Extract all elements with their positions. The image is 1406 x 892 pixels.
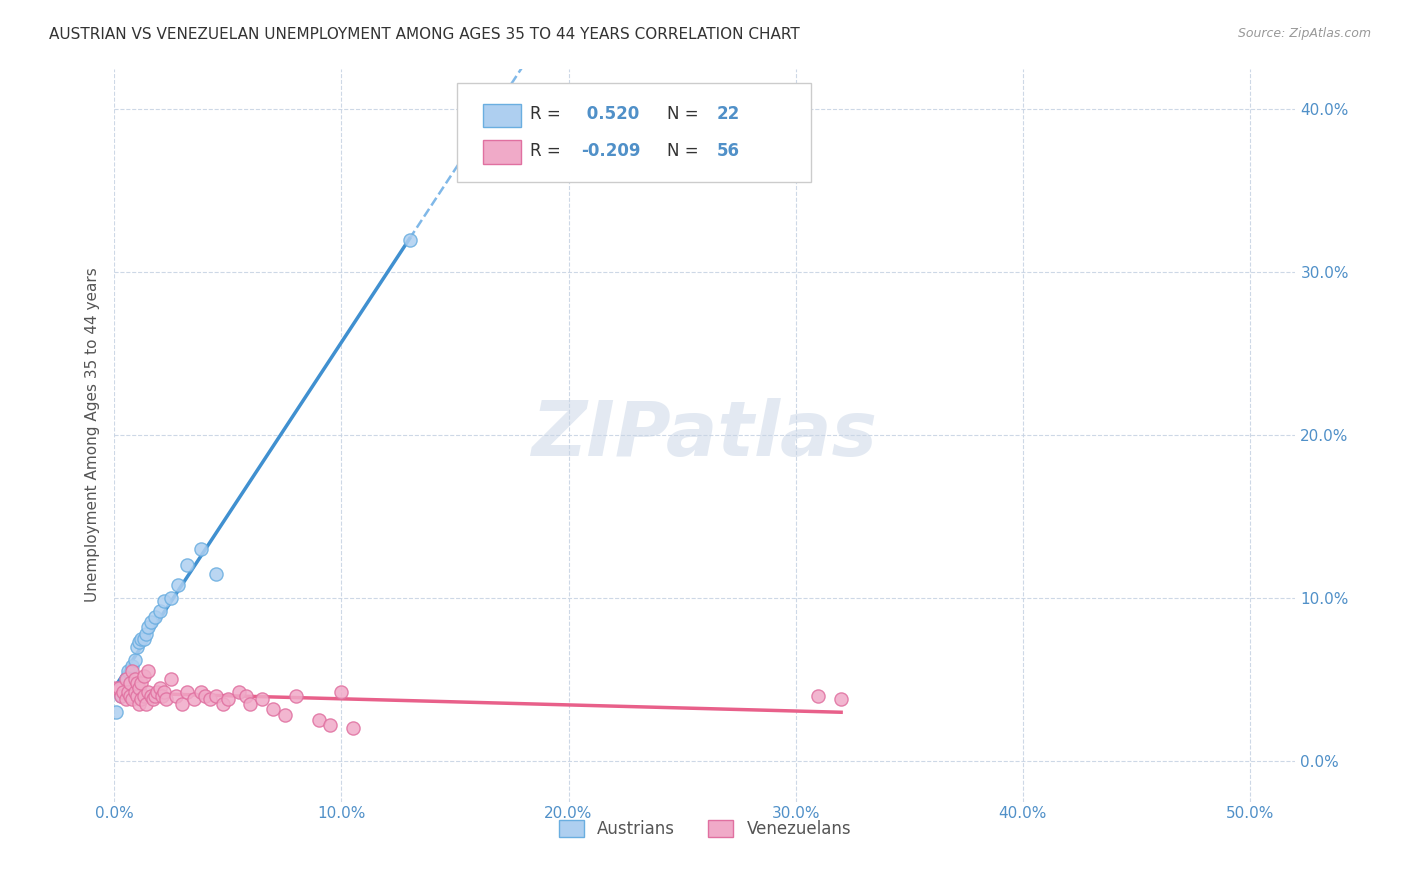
Point [128, 635, 150, 649]
Point [149, 681, 172, 695]
Point [176, 558, 198, 573]
Point [142, 692, 165, 706]
Point [205, 689, 228, 703]
Point [139, 615, 162, 630]
Point [807, 689, 830, 703]
Point [128, 681, 150, 695]
Text: 56: 56 [717, 142, 740, 160]
Text: Source: ZipAtlas.com: Source: ZipAtlas.com [1237, 27, 1371, 40]
Point [121, 659, 143, 673]
Point [124, 685, 146, 699]
FancyBboxPatch shape [482, 140, 520, 164]
Point [198, 692, 221, 706]
Point [212, 697, 235, 711]
Point [125, 675, 148, 690]
Point [205, 566, 228, 581]
Point [262, 702, 284, 716]
Point [284, 689, 307, 703]
Point [110, 689, 132, 703]
Point [136, 620, 159, 634]
Text: ZIPatlas: ZIPatlas [531, 398, 877, 472]
Text: N =: N = [666, 142, 699, 160]
Point [135, 697, 157, 711]
Point [128, 697, 150, 711]
Point [117, 665, 139, 679]
Point [112, 685, 135, 699]
Text: 0.520: 0.520 [581, 105, 640, 123]
Point [124, 673, 146, 687]
Point [114, 692, 136, 706]
Point [132, 669, 155, 683]
Point [132, 689, 155, 703]
Point [308, 713, 330, 727]
Text: R =: R = [530, 142, 561, 160]
Point [190, 542, 212, 557]
Point [228, 685, 250, 699]
Point [150, 689, 173, 703]
Point [135, 627, 157, 641]
Text: R =: R = [530, 105, 561, 123]
Point [120, 675, 142, 690]
Text: 22: 22 [717, 105, 740, 123]
Point [342, 721, 364, 735]
Point [131, 675, 153, 690]
Point [110, 689, 132, 703]
Point [121, 665, 143, 679]
Point [132, 632, 155, 646]
Point [146, 685, 169, 699]
FancyBboxPatch shape [457, 83, 811, 182]
Point [330, 685, 353, 699]
Point [114, 673, 136, 687]
FancyBboxPatch shape [482, 103, 520, 128]
Point [131, 632, 153, 646]
Point [121, 692, 143, 706]
Point [190, 685, 212, 699]
Point [176, 685, 198, 699]
Point [172, 697, 194, 711]
Point [149, 604, 172, 618]
Point [155, 692, 177, 706]
Point [117, 685, 139, 699]
Point [125, 640, 148, 654]
Point [235, 689, 257, 703]
Point [139, 689, 162, 703]
Point [136, 665, 159, 679]
Point [105, 705, 128, 719]
Point [143, 689, 166, 703]
Point [107, 681, 129, 695]
Legend: Austrians, Venezuelans: Austrians, Venezuelans [551, 813, 858, 845]
Point [131, 692, 153, 706]
Point [105, 681, 128, 695]
Point [153, 594, 176, 608]
Point [124, 653, 146, 667]
Point [830, 692, 852, 706]
Point [250, 692, 273, 706]
Point [239, 697, 262, 711]
Point [165, 689, 187, 703]
Point [273, 708, 295, 723]
Point [194, 689, 217, 703]
Text: -0.209: -0.209 [581, 142, 640, 160]
Point [319, 718, 342, 732]
Point [166, 578, 188, 592]
Text: N =: N = [666, 105, 699, 123]
Point [120, 689, 142, 703]
Point [143, 610, 166, 624]
Point [160, 591, 183, 605]
Point [160, 673, 183, 687]
Point [114, 673, 136, 687]
Point [153, 685, 176, 699]
Point [136, 685, 159, 699]
Text: AUSTRIAN VS VENEZUELAN UNEMPLOYMENT AMONG AGES 35 TO 44 YEARS CORRELATION CHART: AUSTRIAN VS VENEZUELAN UNEMPLOYMENT AMON… [49, 27, 800, 42]
Point [398, 233, 420, 247]
Point [217, 692, 239, 706]
Y-axis label: Unemployment Among Ages 35 to 44 years: Unemployment Among Ages 35 to 44 years [86, 268, 100, 602]
Point [125, 689, 148, 703]
Point [183, 692, 205, 706]
